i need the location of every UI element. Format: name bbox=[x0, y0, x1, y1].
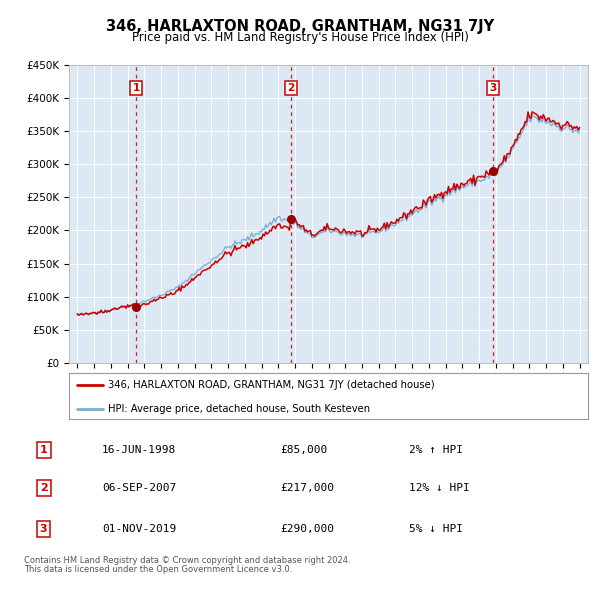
Text: Price paid vs. HM Land Registry's House Price Index (HPI): Price paid vs. HM Land Registry's House … bbox=[131, 31, 469, 44]
Text: 346, HARLAXTON ROAD, GRANTHAM, NG31 7JY: 346, HARLAXTON ROAD, GRANTHAM, NG31 7JY bbox=[106, 19, 494, 34]
Text: 5% ↓ HPI: 5% ↓ HPI bbox=[409, 524, 463, 534]
Text: This data is licensed under the Open Government Licence v3.0.: This data is licensed under the Open Gov… bbox=[24, 565, 292, 574]
Text: HPI: Average price, detached house, South Kesteven: HPI: Average price, detached house, Sout… bbox=[108, 404, 370, 414]
Text: 06-SEP-2007: 06-SEP-2007 bbox=[102, 483, 176, 493]
Text: £85,000: £85,000 bbox=[281, 445, 328, 455]
Text: 2: 2 bbox=[40, 483, 47, 493]
Text: 16-JUN-1998: 16-JUN-1998 bbox=[102, 445, 176, 455]
Text: 2: 2 bbox=[287, 83, 295, 93]
Text: 12% ↓ HPI: 12% ↓ HPI bbox=[409, 483, 470, 493]
Text: 1: 1 bbox=[133, 83, 140, 93]
Text: £290,000: £290,000 bbox=[281, 524, 335, 534]
Text: 3: 3 bbox=[40, 524, 47, 534]
Text: 2% ↑ HPI: 2% ↑ HPI bbox=[409, 445, 463, 455]
Text: £217,000: £217,000 bbox=[281, 483, 335, 493]
Text: 3: 3 bbox=[490, 83, 497, 93]
Text: 01-NOV-2019: 01-NOV-2019 bbox=[102, 524, 176, 534]
Text: Contains HM Land Registry data © Crown copyright and database right 2024.: Contains HM Land Registry data © Crown c… bbox=[24, 556, 350, 565]
Text: 346, HARLAXTON ROAD, GRANTHAM, NG31 7JY (detached house): 346, HARLAXTON ROAD, GRANTHAM, NG31 7JY … bbox=[108, 381, 434, 391]
Text: 1: 1 bbox=[40, 445, 47, 455]
